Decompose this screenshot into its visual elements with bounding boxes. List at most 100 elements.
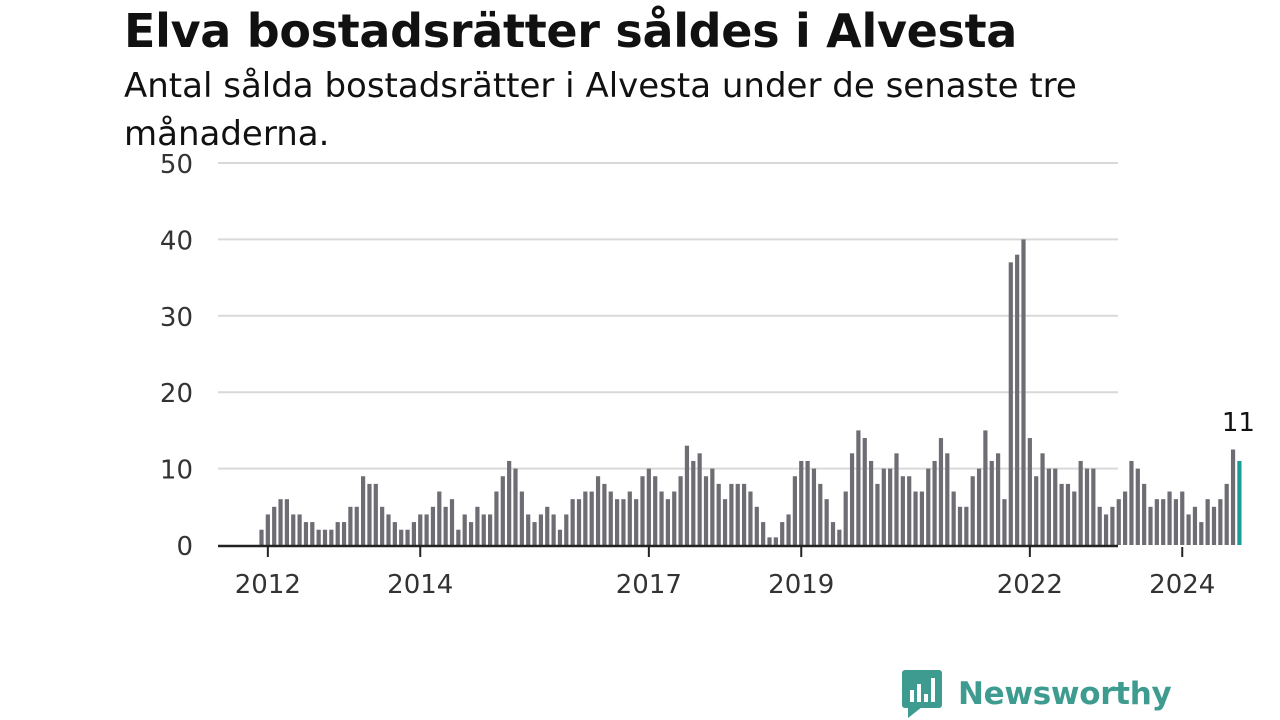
chart-title: Elva bostadsrätter såldes i Alvesta [124, 4, 1018, 58]
brand: Newsworthy [902, 670, 1172, 718]
bar [951, 491, 956, 545]
bar [424, 514, 429, 545]
bar [1103, 514, 1109, 545]
bar [1173, 499, 1178, 545]
bar [513, 468, 518, 545]
bar [1224, 483, 1229, 545]
bar [678, 476, 683, 545]
bar [1135, 468, 1140, 545]
bar [735, 483, 740, 545]
bar [818, 483, 823, 545]
bar [1192, 506, 1198, 545]
bar [729, 483, 734, 545]
y-tick-label: 10 [160, 456, 193, 486]
bar [583, 491, 588, 545]
bar [811, 468, 817, 545]
bar [913, 491, 918, 545]
bar [786, 514, 791, 545]
bar [1186, 514, 1191, 545]
bar [443, 506, 448, 545]
bar [919, 491, 924, 545]
x-tick-label: 2012 [235, 570, 301, 600]
bar [335, 522, 340, 545]
bar [938, 438, 944, 545]
bar [894, 453, 899, 545]
bar [957, 506, 963, 545]
bar [799, 460, 804, 545]
bar [526, 514, 531, 545]
bar [716, 483, 721, 545]
bar [945, 453, 950, 545]
bar [761, 522, 766, 545]
bar [316, 529, 321, 545]
bars [259, 239, 1242, 545]
bar [932, 460, 937, 545]
bar [1148, 506, 1153, 545]
bar [964, 506, 969, 545]
bar [888, 468, 893, 545]
bar-chart-speech-bubble-icon [902, 670, 942, 718]
y-tick-label: 30 [160, 303, 193, 333]
bar [367, 483, 372, 545]
bar [862, 438, 867, 545]
bar [621, 499, 626, 545]
bar [538, 514, 543, 545]
bar [564, 514, 569, 545]
grid-lines [218, 162, 1118, 470]
bar [849, 453, 855, 545]
bar [1021, 239, 1026, 545]
bar [310, 522, 315, 545]
y-tick-label: 40 [160, 226, 193, 256]
bar [1078, 460, 1083, 545]
y-tick-label: 50 [160, 150, 193, 180]
bar [545, 506, 550, 545]
bar [354, 506, 359, 545]
bar [1091, 468, 1096, 545]
bar [970, 476, 975, 545]
y-tick-label: 20 [160, 379, 193, 409]
bar [1123, 491, 1128, 545]
bar [1199, 522, 1204, 545]
bar [291, 514, 296, 545]
bar [646, 468, 651, 545]
bar [1059, 483, 1064, 545]
bar-latest [1237, 460, 1242, 545]
bar [341, 522, 347, 545]
bar [773, 537, 778, 545]
bar [653, 476, 658, 545]
bar [742, 483, 747, 545]
bar [399, 529, 404, 545]
bar [430, 506, 436, 545]
bar [488, 514, 493, 545]
bar [754, 506, 759, 545]
chart-subtitle: Antal sålda bostadsrätter i Alvesta unde… [124, 66, 1077, 154]
bar [259, 529, 264, 545]
bar [449, 499, 455, 545]
bar-chart: 0 10 20 30 40 50 2012 2014 2017 2019 2022 2024 11 [160, 150, 1255, 600]
bar [722, 499, 728, 545]
bar [1072, 491, 1077, 545]
x-tick-label: 2019 [768, 570, 834, 600]
bar [475, 506, 480, 545]
bar [1230, 449, 1236, 545]
bar [462, 514, 467, 545]
bar [1154, 499, 1159, 545]
bar [907, 476, 912, 545]
bar [900, 476, 905, 545]
bar [1161, 499, 1166, 545]
bar [748, 491, 753, 545]
bar [532, 522, 537, 545]
bar [881, 468, 886, 545]
bar [1015, 254, 1020, 545]
x-tick-label: 2014 [387, 570, 453, 600]
bar [1142, 483, 1147, 545]
bar [805, 460, 810, 545]
bar [640, 476, 645, 545]
bar [697, 453, 702, 545]
bar [602, 483, 607, 545]
bar [608, 491, 613, 545]
bar [672, 491, 677, 545]
bar [278, 499, 283, 545]
bar [1065, 483, 1071, 545]
bar [1027, 438, 1032, 545]
